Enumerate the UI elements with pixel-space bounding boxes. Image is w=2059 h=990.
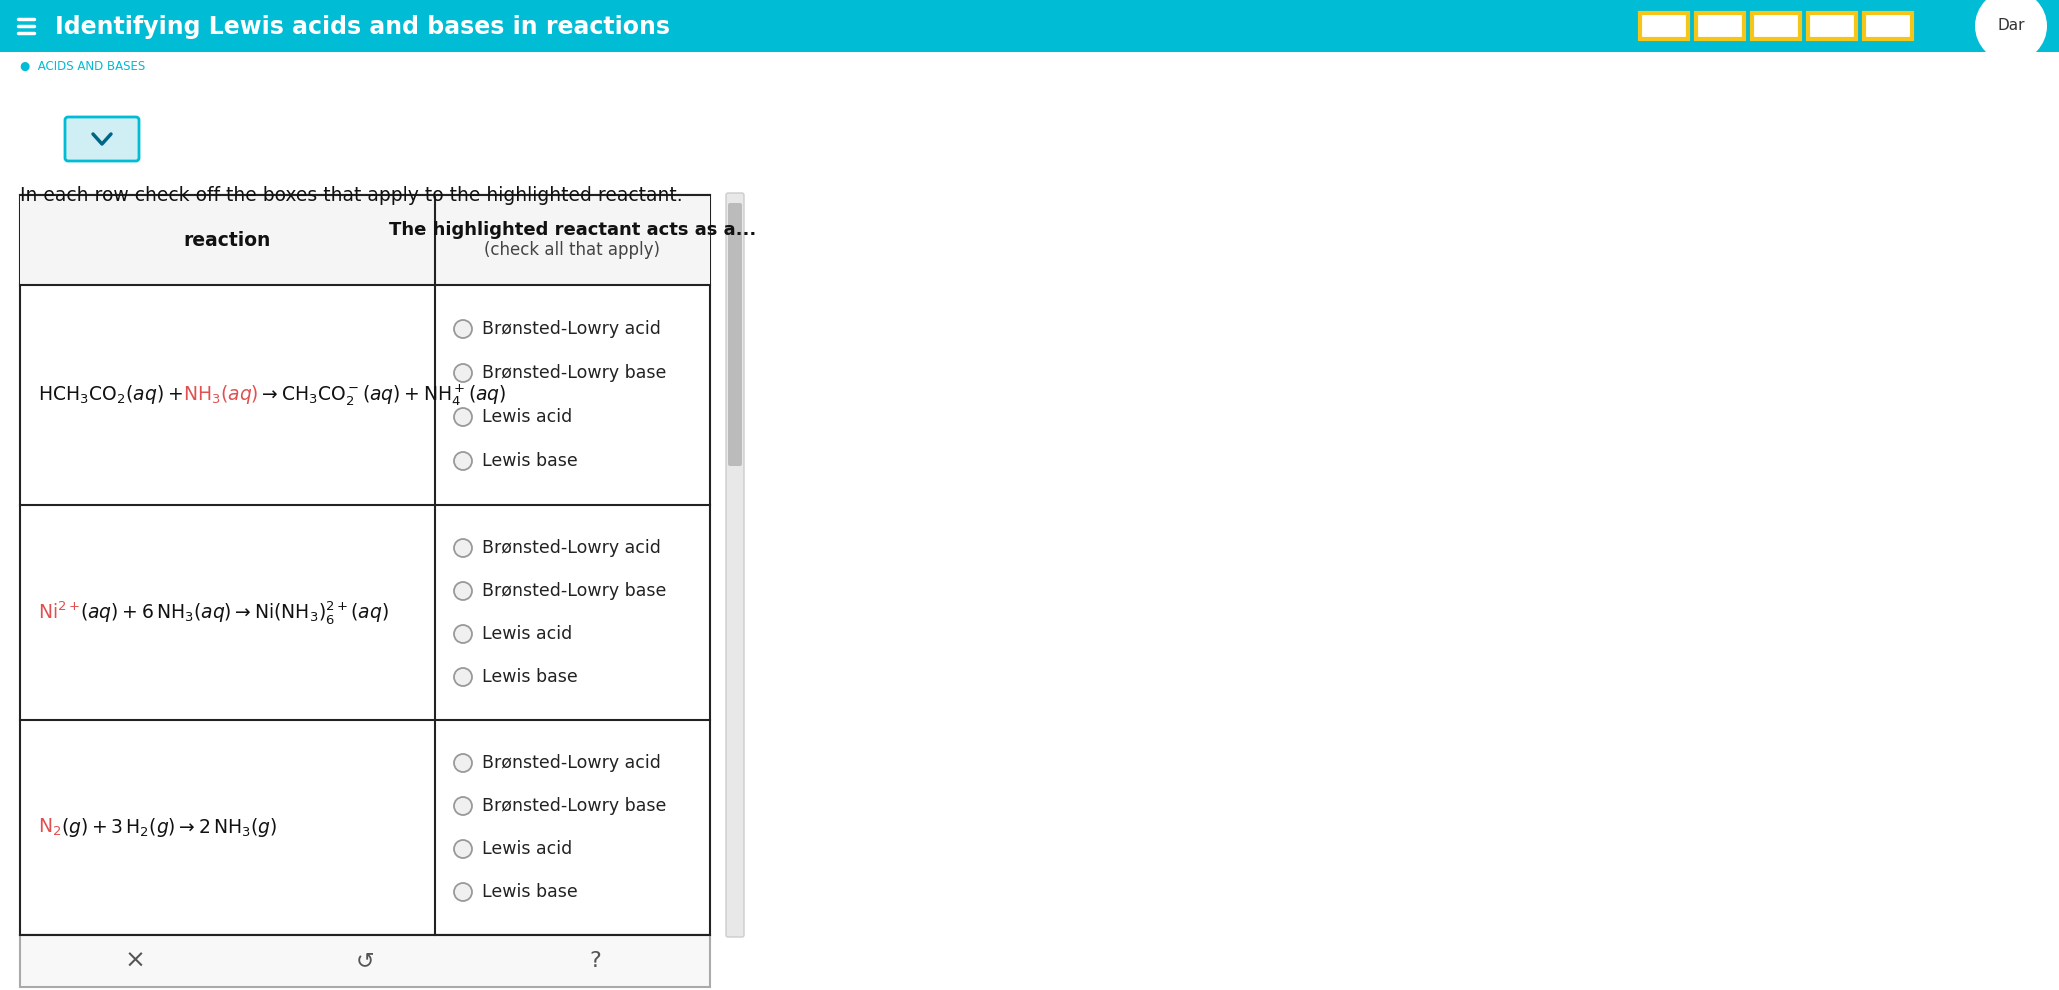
Text: Lewis acid: Lewis acid [482,840,572,858]
Circle shape [453,408,472,426]
Text: reaction: reaction [183,231,272,249]
Text: Brønsted-Lowry base: Brønsted-Lowry base [482,582,667,600]
Text: Identifying Lewis acids and bases in reactions: Identifying Lewis acids and bases in rea… [56,15,669,39]
Bar [0,0,2059,52]
Text: $ \rightarrow \mathrm{CH_3CO_2^-}(aq) + \mathrm{NH_4^+}(aq)$: $ \rightarrow \mathrm{CH_3CO_2^-}(aq) + … [257,382,507,408]
Text: $\mathrm{HCH_3CO_2}$$(aq) + $: $\mathrm{HCH_3CO_2}$$(aq) + $ [37,383,183,407]
Circle shape [453,754,472,772]
Bar [21,195,710,285]
Circle shape [453,668,472,686]
FancyBboxPatch shape [1641,13,1688,39]
Circle shape [453,582,472,600]
FancyBboxPatch shape [1863,13,1913,39]
Text: Lewis acid: Lewis acid [482,408,572,426]
Text: Brønsted-Lowry base: Brønsted-Lowry base [482,364,667,382]
Circle shape [453,883,472,901]
Text: Brønsted-Lowry acid: Brønsted-Lowry acid [482,539,661,557]
Text: $(aq) + 6\,\mathrm{NH_3}(aq) \rightarrow \mathrm{Ni(NH_3)_6^{2+}}(aq)$: $(aq) + 6\,\mathrm{NH_3}(aq) \rightarrow… [80,599,389,626]
Text: ?: ? [589,951,601,971]
Circle shape [453,625,472,643]
Circle shape [453,840,472,858]
FancyBboxPatch shape [727,193,743,937]
Circle shape [453,320,472,338]
Text: In each row check off the boxes that apply to the highlighted reactant.: In each row check off the boxes that app… [21,186,684,205]
Text: ×: × [124,949,146,973]
Text: ↺: ↺ [356,951,375,971]
Text: Lewis base: Lewis base [482,883,579,901]
FancyBboxPatch shape [729,203,741,466]
FancyBboxPatch shape [66,117,140,161]
FancyBboxPatch shape [1752,13,1800,39]
Text: Brønsted-Lowry acid: Brønsted-Lowry acid [482,320,661,338]
Text: ●  ACIDS AND BASES: ● ACIDS AND BASES [21,60,146,73]
Circle shape [453,452,472,470]
Text: $\mathrm{Ni^{2+}}$: $\mathrm{Ni^{2+}}$ [37,602,80,624]
Circle shape [453,364,472,382]
FancyBboxPatch shape [1697,13,1744,39]
Text: $\mathrm{N_2}$: $\mathrm{N_2}$ [37,817,62,839]
Circle shape [1975,0,2047,62]
Text: Brønsted-Lowry base: Brønsted-Lowry base [482,797,667,815]
Circle shape [453,539,472,557]
Text: Lewis acid: Lewis acid [482,625,572,643]
Text: Lewis base: Lewis base [482,668,579,686]
Text: (check all that apply): (check all that apply) [484,241,661,259]
Text: Lewis base: Lewis base [482,452,579,470]
Text: $(g) + 3\,\mathrm{H_2}(g) \rightarrow 2\,\mathrm{NH_3}(g)$: $(g) + 3\,\mathrm{H_2}(g) \rightarrow 2\… [62,816,278,839]
Bar [21,935,710,987]
FancyBboxPatch shape [1808,13,1855,39]
Circle shape [453,797,472,815]
Text: Dar: Dar [1997,19,2024,34]
Text: The highlighted reactant acts as a...: The highlighted reactant acts as a... [389,221,756,239]
Text: Brønsted-Lowry acid: Brønsted-Lowry acid [482,754,661,772]
Text: $\mathrm{NH_3}$$(aq)$: $\mathrm{NH_3}$$(aq)$ [183,383,257,407]
Bar [21,195,710,935]
